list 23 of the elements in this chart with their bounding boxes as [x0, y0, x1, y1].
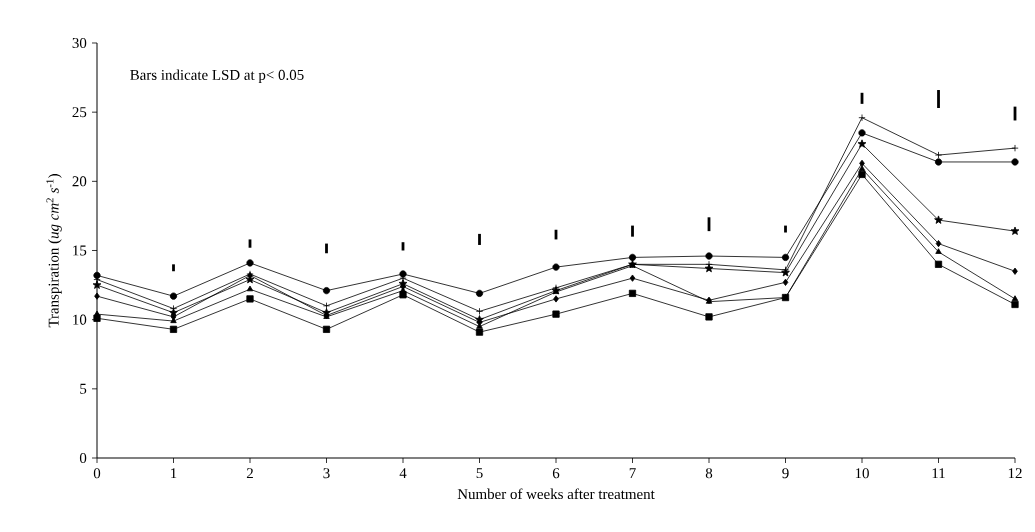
x-tick-label: 7	[629, 468, 636, 478]
y-tick-label: 15	[73, 245, 87, 256]
x-tick-label: 9	[782, 468, 789, 479]
x-tick-label: 2	[246, 468, 253, 479]
annotation: Bars indicate LSD at p< 0.05	[130, 69, 304, 83]
x-tick-label: 1	[171, 468, 177, 479]
x-tick-label: 10	[855, 468, 869, 479]
y-tick-label: 5	[80, 383, 87, 394]
x-tick-label: 0	[93, 468, 101, 479]
y-tick-label: 0	[79, 452, 87, 464]
x-tick-label: 8	[705, 468, 713, 479]
y-tick-label: 30	[72, 37, 87, 49]
y-tick-label: 10	[73, 314, 87, 325]
x-tick-label: 5	[476, 468, 483, 479]
y-tick-label: 25	[72, 107, 87, 118]
y-tick-label: 20	[72, 176, 87, 187]
y-axis-title: Transpiration (ug cm$^{2}$ s$^{-1}$)	[46, 174, 62, 328]
x-tick-label: 4	[399, 468, 407, 479]
x-axis-title: Number of weeks after treatment	[457, 488, 655, 500]
x-tick-label: 12	[1008, 468, 1022, 479]
x-tick-label: 6	[552, 468, 560, 479]
x-tick-label: 11	[932, 468, 945, 479]
x-tick-label: 3	[323, 468, 330, 479]
